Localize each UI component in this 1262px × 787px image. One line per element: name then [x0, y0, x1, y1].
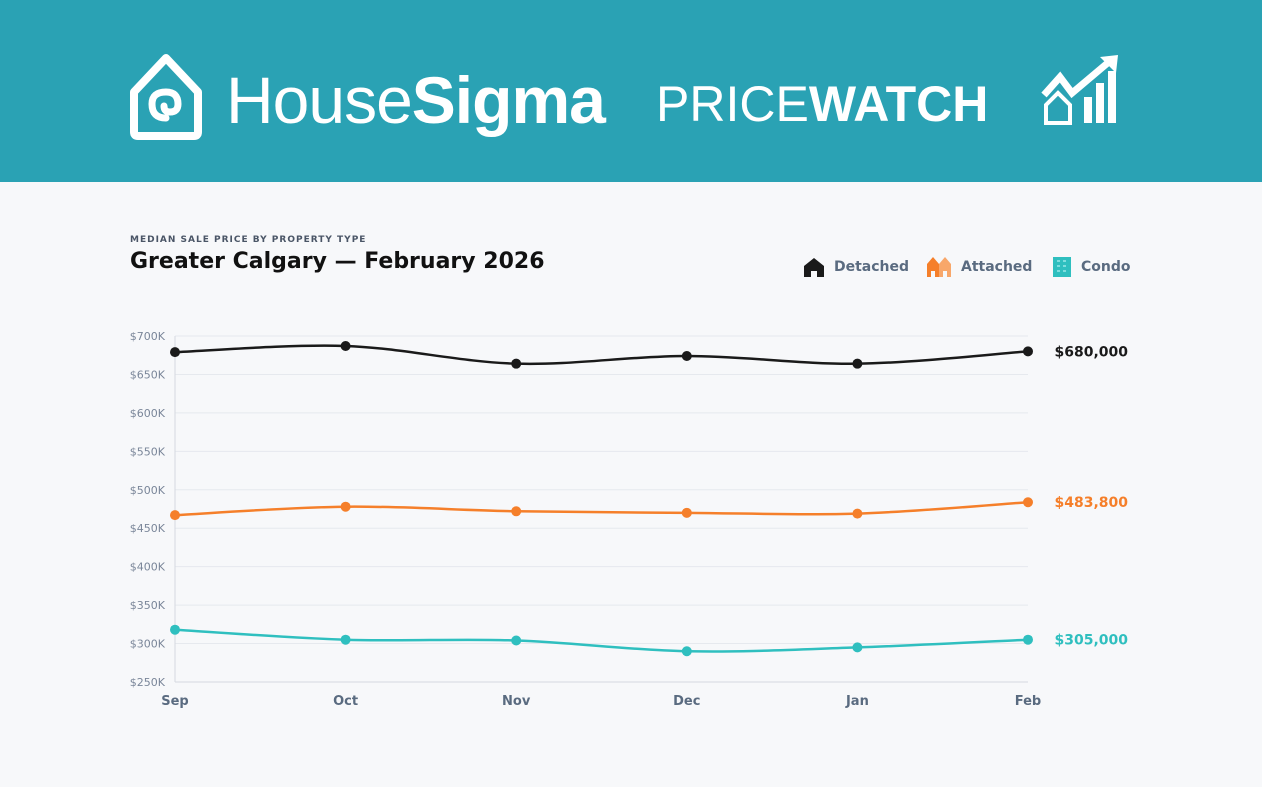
data-point: [852, 642, 863, 653]
y-tick-label: $250K: [130, 676, 166, 689]
series-line-attached: [174, 500, 1029, 517]
x-tick-label: Dec: [673, 694, 700, 709]
legend-item-attached: Attached: [927, 257, 1032, 277]
x-tick-label: Nov: [502, 694, 531, 709]
series-line-condo: [174, 628, 1029, 653]
data-point: [852, 358, 863, 369]
end-value-label: $680,000: [1054, 344, 1128, 360]
y-tick-label: $300K: [130, 638, 166, 651]
data-point: [681, 507, 692, 518]
data-point: [340, 501, 351, 512]
pricewatch-chart-icon: [1041, 55, 1118, 125]
chart-title: Greater Calgary — February 2026: [130, 249, 545, 274]
x-tick-label: Jan: [845, 694, 869, 709]
chart-subtitle: MEDIAN SALE PRICE BY PROPERTY TYPE: [130, 235, 367, 245]
end-value-label: $305,000: [1054, 633, 1128, 649]
legend-item-condo: Condo: [1053, 257, 1131, 277]
y-tick-label: $500K: [130, 484, 166, 497]
x-tick-label: Oct: [333, 694, 358, 709]
data-point: [1023, 346, 1033, 357]
data-point: [511, 506, 522, 517]
y-tick-label: $350K: [130, 599, 166, 612]
y-tick-label: $550K: [130, 445, 166, 458]
data-point: [681, 646, 692, 657]
end-value-label: $483,800: [1054, 495, 1128, 511]
y-tick-label: $400K: [130, 561, 166, 574]
data-point: [340, 634, 351, 645]
housesigma-logo-icon: [130, 54, 202, 140]
legend-label: Condo: [1081, 259, 1131, 275]
y-tick-label: $700K: [130, 330, 166, 343]
y-tick-label: $600K: [130, 407, 166, 420]
building-icon: [1053, 257, 1071, 277]
brand-name: HouseSigma: [226, 63, 606, 137]
data-point: [1023, 497, 1033, 508]
legend-label: Detached: [834, 259, 910, 275]
data-point: [1023, 634, 1033, 645]
y-tick-label: $450K: [130, 522, 166, 535]
series-line-detached: [174, 344, 1029, 366]
header-banner: HouseSigma PRICEWATCH: [0, 0, 1262, 182]
data-point: [170, 510, 180, 521]
townhouse-icon: [927, 257, 951, 277]
y-tick-label: $650K: [130, 368, 166, 381]
data-point: [170, 347, 180, 358]
data-point: [681, 350, 692, 361]
legend-item-detached: Detached: [804, 257, 909, 277]
house-icon: [804, 258, 824, 277]
product-name: PRICEWATCH: [656, 76, 989, 132]
data-point: [511, 358, 522, 369]
data-point: [852, 508, 863, 519]
data-point: [340, 340, 351, 351]
x-tick-label: Feb: [1015, 694, 1041, 709]
data-point: [511, 635, 522, 646]
data-point: [170, 624, 180, 635]
legend-label: Attached: [961, 259, 1033, 275]
x-tick-label: Sep: [161, 694, 189, 709]
